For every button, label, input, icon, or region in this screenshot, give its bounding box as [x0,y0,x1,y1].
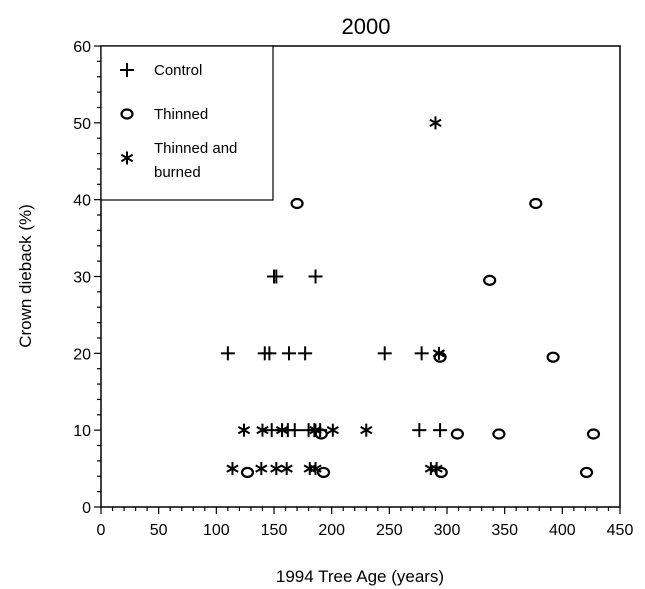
control-point [281,346,296,361]
y-tick-label: 50 [73,116,91,133]
x-tick-label: 50 [150,522,168,539]
y-tick-label: 40 [73,193,91,210]
legend: Control Thinned Thinned and burned [100,45,274,201]
thinned-burned-point [309,423,322,437]
x-axis-ticks: 0 50 100 150 200 250 300 350 400 450 [97,507,634,539]
x-tick-label: 250 [376,522,403,539]
thinned-burned-point [256,423,269,437]
legend-label: Thinned and [154,140,237,157]
x-tick-label: 450 [607,522,634,539]
x-tick-label: 350 [491,522,518,539]
control-point [287,423,302,438]
thinned-point [529,197,543,210]
control-point [262,346,277,361]
thinned-burned-point [280,462,293,476]
legend-box [100,45,274,201]
thinned-burned-point [309,462,322,476]
thinned-point [450,428,464,440]
legend-label: burned [154,164,201,181]
legend-marker [120,108,134,120]
thinned-burned-point [275,423,289,437]
thinned-point [240,466,255,479]
thinned-burned-point [432,346,446,360]
y-tick-label: 10 [73,423,91,440]
legend-item-control: Control [120,62,202,79]
thinned-point [483,274,497,286]
thinned-point [579,466,594,479]
control-point [298,346,313,361]
legend-marker [120,151,134,165]
y-tick-label: 20 [73,346,91,363]
y-tick-label: 60 [73,39,91,56]
thinned-burned-point [237,423,251,437]
thinned-point [492,428,506,440]
thinned-point [290,197,304,210]
x-tick-label: 400 [549,522,576,539]
legend-label: Thinned [154,106,208,123]
x-axis-label: 1994 Tree Age (years) [276,567,444,586]
x-tick-label: 200 [318,522,345,539]
thinned-point [316,466,331,479]
y-axis-ticks: 0 10 20 30 40 50 60 [73,39,101,517]
thinned-burned-point [226,462,239,476]
thinned-point [586,428,601,440]
x-tick-label: 100 [203,522,230,539]
control-point [414,346,429,361]
plot-area-border [100,45,621,508]
thinned-burned-point [270,462,283,476]
control-point [308,269,323,284]
y-tick-label: 0 [82,500,91,517]
thinned-point [546,351,560,363]
x-tick-label: 0 [97,522,106,539]
legend-item-thinned-burned: Thinned and burned [120,140,237,181]
y-tick-label: 30 [73,270,91,287]
legend-item-thinned: Thinned [120,106,208,123]
legend-label: Control [154,62,202,79]
chart-title: 2000 [342,14,391,39]
x-tick-label: 150 [261,522,288,539]
thinned-burned-point [360,423,373,437]
control-point [220,346,235,361]
control-point [433,423,448,438]
y-axis-label: Crown dieback (%) [16,204,35,348]
thinned-burned-point [255,462,268,476]
control-point [269,269,284,284]
thinned-burned-point [429,116,442,130]
control-point [377,346,392,361]
data-points [220,116,601,479]
thinned-burned-point [326,423,339,437]
x-tick-label: 300 [434,522,461,539]
legend-marker [120,63,134,77]
thinned-burned-point [430,462,443,476]
control-point [412,423,427,438]
